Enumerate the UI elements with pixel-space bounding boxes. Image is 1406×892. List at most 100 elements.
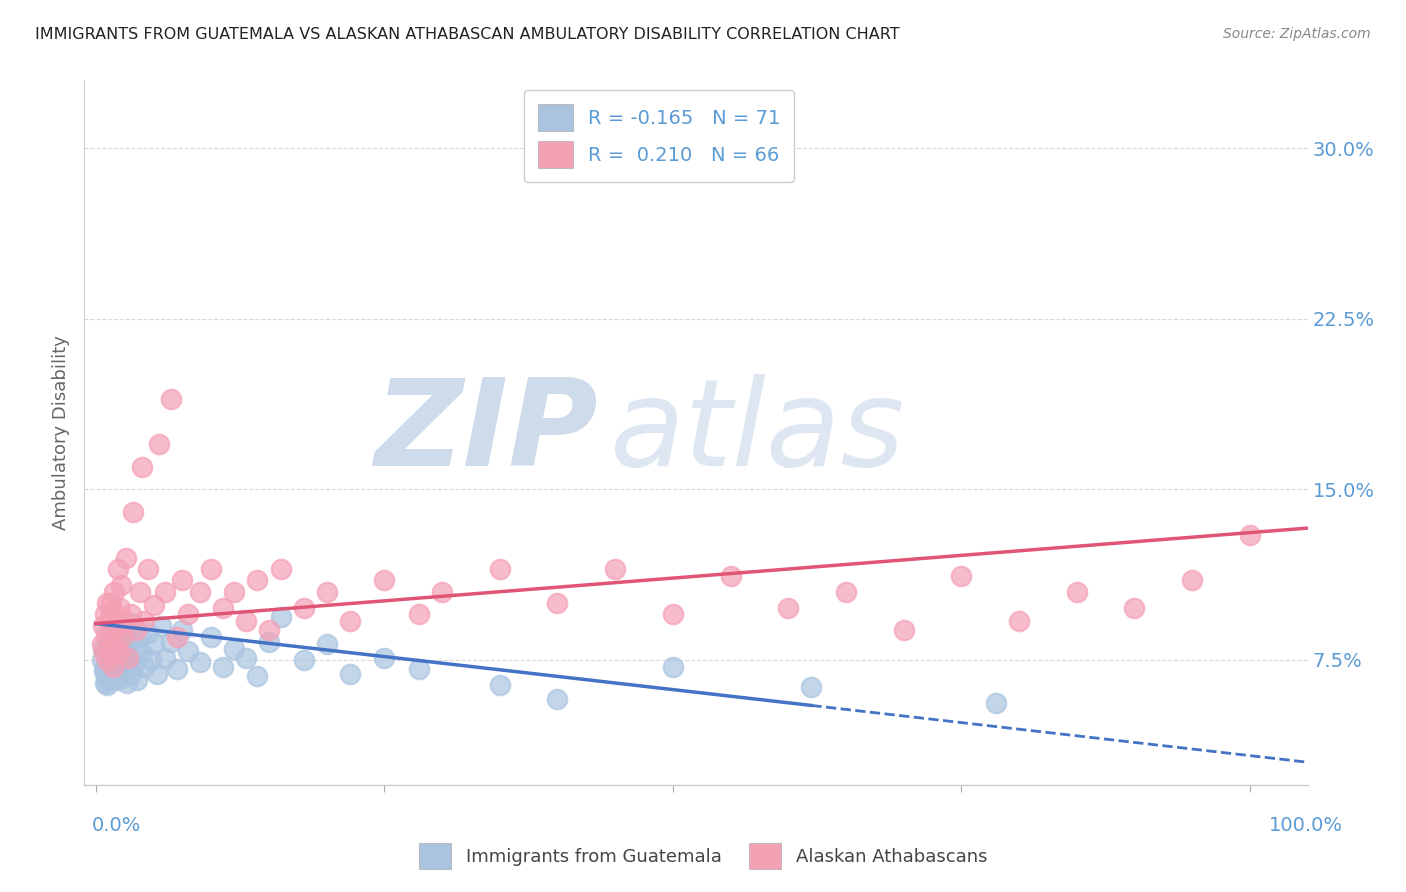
Point: [235, 650, 257, 665]
Point: [94, 675, 117, 690]
Text: ZIP: ZIP: [374, 374, 598, 491]
Point: [149, 619, 172, 633]
Point: [246, 669, 269, 683]
Point: [128, 630, 150, 644]
Point: [104, 634, 127, 648]
Point: [134, 615, 156, 629]
Point: [128, 584, 150, 599]
Point: [235, 615, 257, 629]
Point: [90, 637, 112, 651]
Point: [257, 624, 280, 638]
Point: [117, 650, 139, 665]
Point: [98, 673, 121, 688]
Point: [91, 619, 114, 633]
Point: [115, 644, 138, 658]
Text: IMMIGRANTS FROM GUATEMALA VS ALASKAN ATHABASCAN AMBULATORY DISABILITY CORRELATIO: IMMIGRANTS FROM GUATEMALA VS ALASKAN ATH…: [35, 27, 900, 42]
Point: [1066, 584, 1088, 599]
Y-axis label: Ambulatory Disability: Ambulatory Disability: [52, 335, 70, 530]
Point: [547, 596, 569, 610]
Point: [1239, 528, 1261, 542]
Point: [778, 600, 800, 615]
Point: [177, 607, 200, 622]
Point: [121, 505, 143, 519]
Point: [166, 630, 188, 644]
Point: [292, 653, 315, 667]
Point: [111, 630, 134, 644]
Point: [96, 637, 118, 651]
Point: [96, 628, 118, 642]
Point: [136, 625, 159, 640]
Point: [93, 646, 115, 660]
Point: [430, 584, 453, 599]
Point: [339, 615, 361, 629]
Point: [662, 659, 685, 673]
Point: [141, 653, 163, 667]
Point: [108, 646, 131, 660]
Point: [115, 675, 138, 690]
Legend: Immigrants from Guatemala, Alaskan Athabascans: Immigrants from Guatemala, Alaskan Athab…: [412, 836, 994, 876]
Point: [108, 600, 131, 615]
Point: [96, 596, 118, 610]
Point: [488, 562, 510, 576]
Point: [547, 691, 569, 706]
Point: [172, 624, 194, 638]
Point: [134, 659, 156, 673]
Point: [97, 612, 120, 626]
Point: [188, 655, 211, 669]
Point: [105, 619, 128, 633]
Point: [105, 659, 128, 673]
Point: [100, 596, 122, 610]
Point: [120, 650, 142, 665]
Point: [120, 607, 142, 622]
Point: [984, 696, 1007, 710]
Point: [96, 653, 118, 667]
Point: [488, 678, 510, 692]
Point: [292, 600, 315, 615]
Point: [835, 584, 858, 599]
Text: 100.0%: 100.0%: [1268, 815, 1343, 835]
Point: [103, 584, 125, 599]
Point: [315, 637, 337, 651]
Point: [96, 650, 118, 665]
Point: [160, 634, 183, 648]
Text: atlas: atlas: [610, 374, 905, 491]
Point: [115, 550, 138, 565]
Point: [270, 562, 292, 576]
Point: [96, 678, 118, 692]
Point: [720, 569, 742, 583]
Point: [177, 644, 200, 658]
Point: [408, 662, 430, 676]
Point: [101, 653, 124, 667]
Point: [120, 666, 142, 681]
Point: [125, 641, 148, 656]
Point: [1123, 600, 1146, 615]
Point: [224, 584, 246, 599]
Point: [142, 637, 165, 651]
Point: [100, 665, 122, 679]
Point: [142, 599, 165, 613]
Point: [98, 657, 121, 672]
Point: [257, 634, 280, 648]
Point: [246, 574, 269, 588]
Point: [112, 653, 135, 667]
Point: [103, 605, 125, 619]
Point: [1008, 615, 1031, 629]
Point: [107, 673, 129, 688]
Point: [103, 637, 125, 651]
Text: 0.0%: 0.0%: [91, 815, 141, 835]
Point: [91, 641, 114, 656]
Point: [127, 673, 149, 688]
Point: [117, 634, 139, 648]
Point: [105, 644, 128, 658]
Point: [373, 574, 395, 588]
Point: [153, 650, 176, 665]
Point: [893, 624, 915, 638]
Point: [122, 657, 145, 672]
Point: [315, 584, 337, 599]
Point: [103, 666, 125, 681]
Point: [153, 584, 176, 599]
Point: [103, 650, 125, 665]
Point: [90, 653, 112, 667]
Point: [98, 641, 121, 656]
Point: [270, 609, 292, 624]
